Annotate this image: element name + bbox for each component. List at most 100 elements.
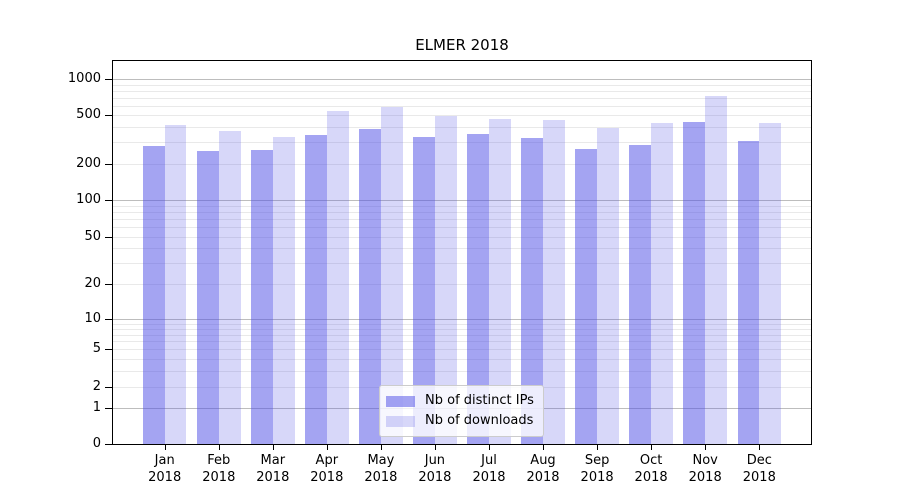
legend-item-downloads: Nb of downloads bbox=[386, 411, 534, 431]
y-tick-label: 50 bbox=[84, 228, 101, 244]
y-tick-label: 2 bbox=[92, 379, 101, 395]
minor-gridline bbox=[113, 323, 811, 325]
x-tick-month: Oct bbox=[639, 453, 663, 468]
y-tick-mark bbox=[105, 284, 112, 285]
chart-title: ELMER 2018 bbox=[415, 36, 509, 54]
x-tick-month: Jul bbox=[481, 453, 497, 468]
x-tick-month: Mar bbox=[260, 453, 286, 468]
x-tick-label-sep: Sep 2018 bbox=[569, 452, 625, 486]
x-tick-year: 2018 bbox=[364, 470, 398, 485]
x-tick-month: Jan bbox=[154, 453, 175, 468]
major-gridline bbox=[113, 319, 811, 320]
x-tick-label-nov: Nov 2018 bbox=[677, 452, 733, 486]
x-tick-label-jan: Jan 2018 bbox=[137, 452, 193, 486]
y-tick-label: 20 bbox=[84, 276, 101, 291]
x-tick-label-mar: Mar 2018 bbox=[245, 452, 301, 486]
minor-gridline bbox=[113, 358, 811, 360]
bar-nov-downloads bbox=[705, 96, 727, 444]
x-tick-label-oct: Oct 2018 bbox=[623, 452, 679, 486]
bar-sep-downloads bbox=[597, 127, 619, 444]
x-tick-month: Jun bbox=[424, 453, 446, 468]
bar-may-downloads bbox=[380, 106, 403, 444]
bar-jul-downloads bbox=[489, 119, 511, 444]
x-tick-year: 2018 bbox=[688, 470, 722, 485]
minor-gridline bbox=[113, 227, 811, 228]
major-gridline bbox=[113, 200, 811, 201]
x-tick-month: Sep bbox=[584, 453, 610, 468]
y-tick-mark bbox=[105, 408, 112, 410]
bar-jul-distinct-ips bbox=[467, 134, 489, 444]
bar-oct-distinct-ips bbox=[629, 145, 652, 444]
x-tick-month: Feb bbox=[207, 453, 231, 468]
y-tick-mark bbox=[105, 115, 112, 117]
minor-gridline bbox=[113, 349, 811, 351]
bar-jan-downloads bbox=[164, 125, 187, 444]
y-tick-label: 500 bbox=[76, 107, 101, 123]
bar-apr-distinct-ips bbox=[305, 134, 327, 444]
x-tick-mark bbox=[272, 445, 274, 450]
y-tick-mark bbox=[105, 349, 112, 351]
bar-dec-distinct-ips bbox=[737, 140, 760, 444]
y-tick-mark bbox=[105, 444, 112, 445]
legend-label-downloads: Nb of downloads bbox=[425, 413, 534, 428]
y-tick-mark bbox=[105, 163, 112, 165]
x-tick-year: 2018 bbox=[526, 470, 560, 485]
x-tick-month: Nov bbox=[692, 453, 718, 468]
minor-gridline bbox=[113, 90, 811, 92]
x-tick-mark bbox=[651, 445, 653, 450]
x-tick-year: 2018 bbox=[310, 470, 344, 485]
minor-gridline bbox=[113, 84, 811, 86]
x-tick-month: Aug bbox=[530, 453, 556, 468]
minor-gridline bbox=[113, 127, 811, 129]
x-tick-mark bbox=[705, 445, 707, 450]
minor-gridline bbox=[113, 163, 811, 165]
y-tick-label: 1 bbox=[92, 400, 101, 416]
bar-nov-distinct-ips bbox=[683, 122, 706, 444]
x-tick-mark bbox=[597, 445, 599, 450]
minor-gridline bbox=[113, 341, 811, 343]
x-tick-label-may: May 2018 bbox=[353, 452, 409, 486]
bar-dec-downloads bbox=[759, 123, 782, 444]
x-tick-mark bbox=[218, 445, 220, 450]
x-tick-label-jul: Jul 2018 bbox=[461, 452, 517, 486]
bar-feb-downloads bbox=[218, 131, 241, 444]
x-tick-year: 2018 bbox=[472, 470, 506, 485]
plot-area: 0 1 2 5 10 20 50 100 200 500 1000 Jan 2018 Feb 2018 Ma… bbox=[68, 60, 812, 485]
x-tick-mark bbox=[164, 445, 166, 450]
x-tick-label-apr: Apr 2018 bbox=[299, 452, 355, 486]
minor-gridline bbox=[113, 105, 811, 107]
minor-gridline bbox=[113, 115, 811, 117]
y-tick-label: 1000 bbox=[67, 71, 101, 86]
bar-aug-downloads bbox=[543, 119, 565, 444]
minor-gridline bbox=[113, 370, 811, 372]
y-tick-label: 200 bbox=[76, 155, 101, 171]
y-tick-label: 5 bbox=[92, 341, 101, 357]
y-tick-label: 0 bbox=[92, 436, 101, 451]
legend-swatch-downloads bbox=[386, 415, 415, 427]
x-tick-label-aug: Aug 2018 bbox=[515, 452, 571, 486]
legend-swatch-distinct-ips bbox=[386, 395, 415, 407]
legend: Nb of distinct IPs Nb of downloads bbox=[379, 385, 544, 437]
x-tick-mark bbox=[326, 445, 328, 450]
x-tick-year: 2018 bbox=[634, 470, 668, 485]
bar-jun-downloads bbox=[434, 116, 457, 444]
x-tick-year: 2018 bbox=[148, 470, 182, 485]
bar-apr-downloads bbox=[326, 110, 349, 444]
x-tick-label-jun: Jun 2018 bbox=[407, 452, 463, 486]
minor-gridline bbox=[113, 248, 811, 250]
y-tick-label: 10 bbox=[84, 311, 101, 326]
bar-mar-distinct-ips bbox=[251, 150, 273, 444]
x-tick-month: May bbox=[367, 453, 395, 468]
bar-aug-distinct-ips bbox=[521, 138, 543, 444]
y-tick-mark bbox=[105, 79, 112, 80]
x-tick-mark bbox=[489, 445, 490, 450]
bar-oct-downloads bbox=[651, 123, 673, 444]
bar-jun-distinct-ips bbox=[413, 137, 435, 444]
x-tick-mark bbox=[543, 445, 544, 450]
x-tick-year: 2018 bbox=[418, 470, 452, 485]
x-tick-year: 2018 bbox=[202, 470, 236, 485]
x-tick-month: Apr bbox=[315, 453, 339, 468]
minor-gridline bbox=[113, 284, 811, 285]
minor-gridline bbox=[113, 263, 811, 265]
